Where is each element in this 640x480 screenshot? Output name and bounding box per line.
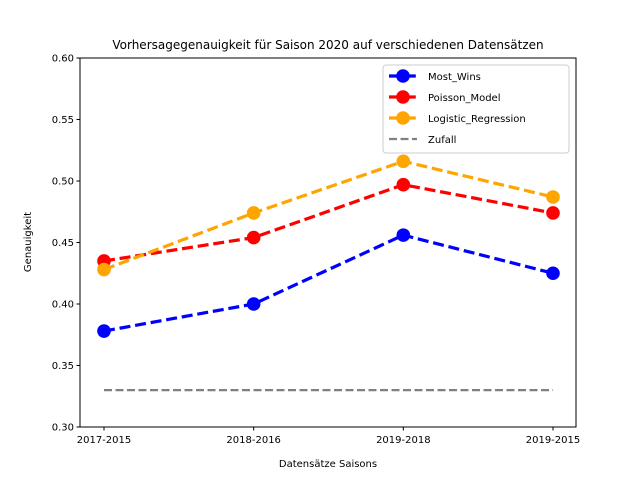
data-point-logistic-regression [546, 190, 560, 204]
legend-label-most-wins: Most_Wins [428, 72, 481, 83]
legend-label-poisson-model: Poisson_Model [428, 93, 500, 104]
y-axis-ticks: 0.30 0.35 0.40 0.45 0.50 0.55 0.60 [52, 54, 80, 434]
x-tick-label: 2019-2018 [376, 435, 431, 446]
data-point-most-wins [396, 228, 411, 242]
y-tick-label: 0.45 [52, 238, 74, 249]
x-tick-label: 2019-2015 [526, 435, 581, 446]
legend-marker-logistic-regression [396, 111, 410, 125]
y-tick-label: 0.30 [52, 423, 74, 434]
plot-lines [97, 154, 560, 392]
x-tick-label: 2017-2015 [77, 435, 132, 446]
data-point-poisson-model [396, 177, 411, 192]
data-point-most-wins [246, 297, 261, 311]
y-axis-label: Genauigkeit [23, 212, 34, 272]
x-axis-label: Datensätze Saisons [279, 459, 377, 470]
legend: Most_Wins Poisson_Model Logistic_Regressio… [382, 64, 570, 154]
x-tick-label: 2018-2016 [226, 435, 281, 446]
series-most-wins [97, 228, 560, 338]
legend-box [382, 64, 570, 154]
legend-label-logistic-regression: Logistic_Regression [428, 114, 526, 125]
data-point-most-wins [546, 266, 560, 281]
series-poisson-model [97, 177, 560, 268]
data-point-poisson-model [246, 230, 261, 245]
data-point-logistic-regression [246, 206, 261, 220]
data-point-most-wins [97, 324, 111, 338]
data-point-poisson-model [546, 206, 560, 220]
y-tick-label: 0.55 [52, 115, 74, 126]
y-tick-label: 0.60 [52, 54, 74, 65]
series-line-logistic-regression [103, 159, 554, 272]
y-tick-label: 0.35 [52, 361, 74, 372]
series-logistic-regression [97, 154, 560, 277]
legend-marker-most-wins [396, 69, 410, 83]
series-line-poisson-model [103, 183, 554, 263]
legend-label-zufall: Zufall [428, 135, 456, 146]
legend-marker-poisson-model [396, 90, 410, 104]
chart-title: Vorhersagegenauigkeit für Saison 2020 au… [112, 38, 543, 52]
data-point-logistic-regression [97, 262, 111, 277]
y-tick-label: 0.40 [52, 300, 74, 311]
y-tick-label: 0.50 [52, 177, 74, 188]
data-point-logistic-regression [396, 154, 411, 169]
x-axis-ticks: 2017-2015 2018-2016 2019-2018 2019-2015 [77, 427, 581, 446]
